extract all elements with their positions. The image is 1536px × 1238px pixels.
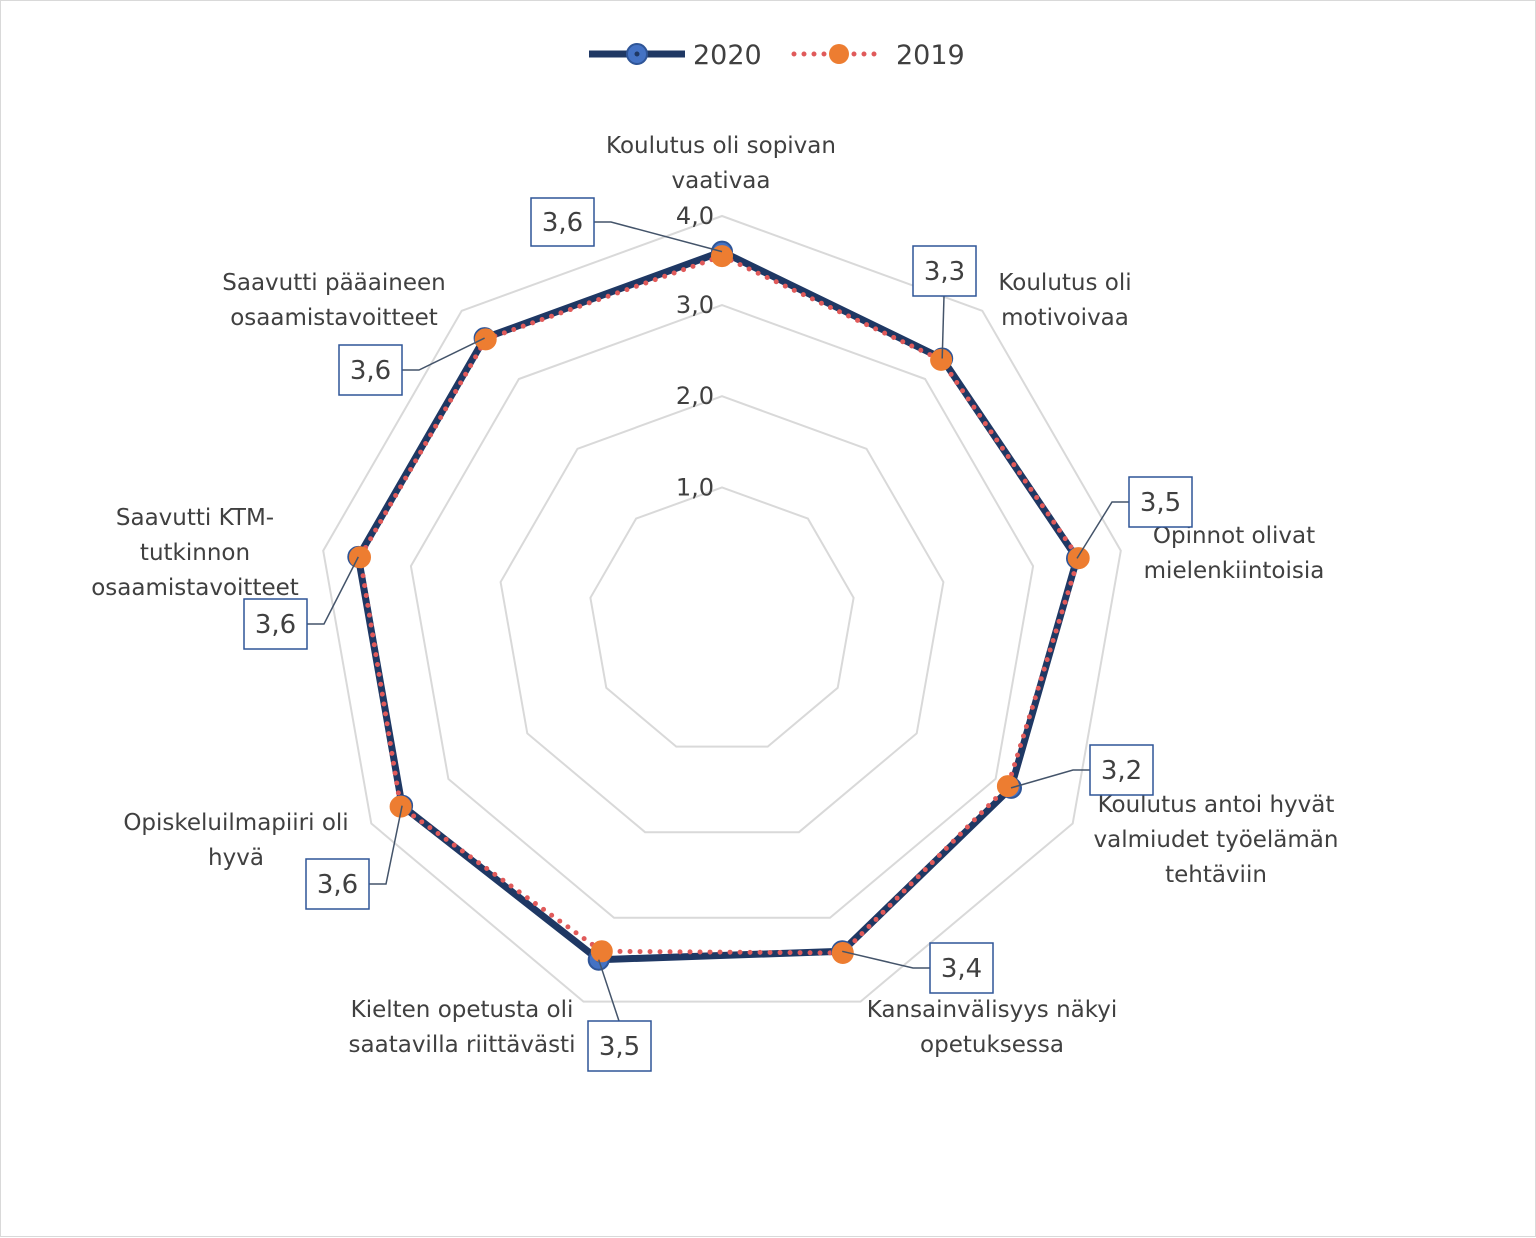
data-label-layer: 3,6 3,3 3,5 3,2 3,4 3,5 3,6 3,6 3,6	[243, 197, 1193, 1072]
data-point-2019-8	[349, 546, 371, 569]
tick-label-2: 2,0	[676, 382, 714, 410]
data-label-1: 3,6	[530, 197, 723, 253]
data-label-5: 3,4	[842, 942, 994, 994]
axis-label-line: mielenkiintoisia	[1144, 558, 1325, 584]
tick-layer: 1,0 2,0 3,0 4,0	[676, 202, 714, 501]
axis-label-line: Kansainvälisyys näkyi	[867, 997, 1118, 1023]
data-point-2019-3	[1067, 547, 1090, 570]
data-label-value: 3,6	[350, 356, 391, 386]
data-label-box	[305, 858, 370, 910]
legend-item-2020: 2020	[589, 40, 762, 71]
data-label-box	[1089, 744, 1154, 796]
data-label-box	[912, 245, 977, 297]
legend-item-2019: 2019	[791, 40, 965, 71]
data-label-value: 3,6	[317, 870, 358, 900]
data-label-3: 3,5	[1076, 476, 1193, 559]
data-label-leader	[597, 959, 620, 1022]
data-label-value: 3,2	[1101, 756, 1142, 786]
axis-label-line: Kielten opetusta oli	[351, 997, 574, 1023]
data-label-4: 3,2	[1010, 744, 1154, 796]
axis-label-5: Kansainvälisyys näkyi opetuksessa	[867, 997, 1118, 1058]
tick-label-1: 1,0	[676, 473, 714, 501]
axis-label-line: tehtäviin	[1165, 862, 1267, 888]
data-label-box	[338, 344, 403, 396]
axis-label-line: Koulutus oli	[998, 270, 1131, 296]
axis-label-line: saatavilla riittävästi	[349, 1032, 576, 1058]
data-label-7: 3,6	[305, 805, 403, 910]
axis-label-line: Opiskeluilmapiiri oli	[123, 810, 348, 836]
axis-label-2: Koulutus oli motivoivaa	[998, 270, 1131, 331]
data-label-box	[1128, 476, 1193, 528]
axis-label-line: osaamistavoitteet	[91, 575, 299, 601]
axis-label-4: Koulutus antoi hyvät valmiudet työelämän t…	[1094, 792, 1339, 888]
axis-label-line: Saavutti KTM-	[116, 505, 274, 531]
data-label-leader	[1076, 501, 1129, 559]
data-label-leader	[1010, 769, 1090, 789]
axis-label-1: Koulutus oli sopivan vaativaa	[606, 133, 836, 194]
legend-label-2020: 2020	[693, 40, 762, 71]
data-label-value: 3,6	[542, 208, 583, 238]
axis-label-line: Koulutus antoi hyvät	[1098, 792, 1335, 818]
grid-ring-2	[499, 395, 945, 834]
data-label-2: 3,3	[912, 245, 977, 359]
data-label-leader	[842, 950, 930, 969]
data-point-2019-6	[590, 940, 613, 963]
tick-label-4: 4,0	[676, 202, 714, 230]
axis-label-6: Kielten opetusta oli saatavilla riittäväs…	[349, 997, 576, 1058]
data-label-leader	[941, 295, 945, 359]
axis-label-7: Opiskeluilmapiiri oli hyvä	[123, 810, 348, 871]
data-label-box	[530, 197, 595, 247]
data-label-box	[243, 598, 308, 650]
data-point-2019-2	[930, 348, 953, 371]
axis-label-line: hyvä	[208, 845, 264, 871]
axis-label-line: opetuksessa	[920, 1032, 1064, 1058]
series-layer	[347, 240, 1090, 971]
legend-marker-center-2020	[634, 51, 640, 57]
data-label-value: 3,4	[941, 954, 982, 984]
axis-label-line: motivoivaa	[1001, 305, 1129, 331]
data-label-leader	[307, 556, 359, 625]
data-label-leader	[594, 221, 723, 253]
grid-ring-3	[409, 304, 1035, 919]
legend-label-2019: 2019	[896, 40, 965, 71]
data-label-leader	[402, 337, 485, 371]
data-label-9: 3,6	[338, 337, 485, 396]
data-label-6: 3,5	[587, 959, 652, 1072]
data-point-2019-5	[831, 942, 854, 964]
data-label-box	[587, 1020, 652, 1072]
data-point-2019-1	[711, 245, 733, 268]
axis-label-9: Saavutti pääaineen osaamistavoitteet	[222, 270, 445, 331]
axis-label-3: Opinnot olivat mielenkiintoisia	[1144, 523, 1325, 584]
axis-label-8: Saavutti KTM-tutkinnon osaamistavoitteet	[91, 505, 299, 601]
data-label-value: 3,3	[924, 257, 965, 287]
series-line-2019	[357, 253, 1082, 956]
axis-label-line: valmiudet työelämän	[1094, 827, 1339, 853]
data-point-2019-9	[474, 328, 497, 351]
axis-label-line: Saavutti pääaineen	[222, 270, 445, 296]
axis-label-line: tutkinnon	[140, 540, 250, 566]
legend-marker-2019	[829, 44, 849, 64]
tick-label-3: 3,0	[676, 291, 714, 319]
grid-ring-1	[589, 486, 855, 748]
data-label-value: 3,6	[255, 610, 296, 640]
axis-label-line: osaamistavoitteet	[230, 305, 438, 331]
legend: 2020 2019	[589, 40, 965, 71]
grid-layer	[322, 214, 1122, 1003]
data-label-leader	[369, 805, 403, 885]
data-label-value: 3,5	[599, 1032, 640, 1062]
series-line-2020	[354, 248, 1081, 964]
data-label-value: 3,5	[1140, 488, 1181, 518]
axis-label-line: vaativaa	[671, 168, 770, 194]
data-label-box	[929, 942, 994, 994]
data-label-8: 3,6	[243, 556, 359, 650]
axis-label-line: Koulutus oli sopivan	[606, 133, 836, 159]
grid-ring-4	[322, 214, 1122, 1003]
